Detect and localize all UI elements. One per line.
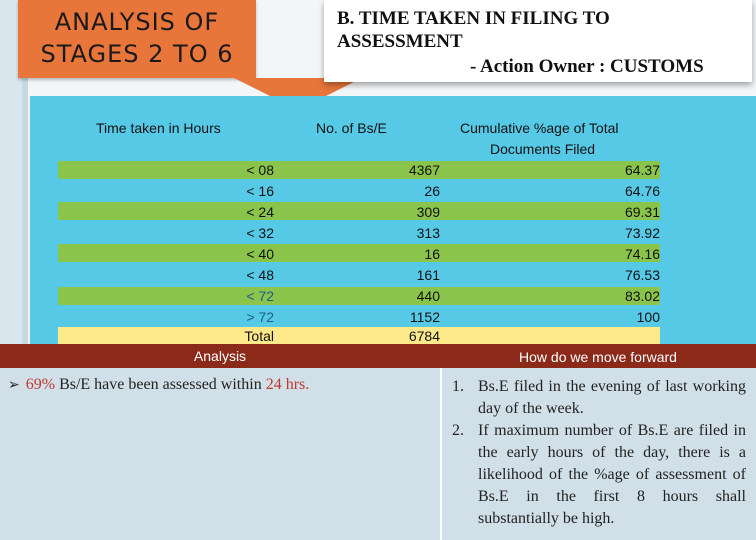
list-item: 1. Bs.E filed in the evening of last wor…	[452, 376, 746, 420]
table-cell-cumulative: 64.76	[624, 183, 660, 199]
list-item-text: If maximum number of Bs.E are filed in t…	[478, 422, 746, 527]
table-cell-hours: < 40	[246, 246, 274, 262]
analysis-percentage: 69%	[25, 376, 56, 393]
row-band	[58, 161, 660, 179]
analysis-body	[0, 368, 442, 540]
table-cell-count: 309	[416, 204, 440, 220]
table-cell-count: 26	[424, 183, 440, 199]
column-header-cumulative-line2: Documents Filed	[490, 141, 596, 157]
slide-title-line2: STAGES 2 TO 6	[40, 40, 234, 68]
table-cell-hours: < 24	[246, 204, 274, 220]
list-item-number: 2.	[452, 422, 464, 439]
table-cell-hours: > 72	[246, 309, 274, 325]
header-line1: B. TIME TAKEN IN FILING TO	[337, 8, 610, 29]
column-header-cumulative: Cumulative %age of Total	[460, 120, 619, 136]
move-forward-list: 1. Bs.E filed in the evening of last wor…	[452, 376, 746, 530]
header-line2: ASSESSMENT	[337, 31, 463, 52]
analysis-bullet: ➢ 69% Bs/E have been assessed within 24 h…	[8, 376, 309, 394]
move-forward-header-bar	[440, 344, 756, 368]
list-item-number: 1.	[452, 378, 464, 395]
row-band	[58, 244, 660, 262]
table-cell-hours: < 16	[246, 183, 274, 199]
move-forward-heading: How do we move forward	[519, 349, 677, 365]
arrow-bullet-icon: ➢	[8, 377, 20, 393]
analysis-hours: 24 hrs.	[265, 376, 310, 393]
table-total-count: 6784	[408, 328, 440, 344]
table-cell-cumulative: 83.02	[624, 288, 660, 304]
table-cell-hours: < 32	[246, 225, 274, 241]
move-forward-body	[442, 368, 756, 540]
list-item: 2. If maximum number of Bs.E are filed i…	[452, 420, 746, 530]
left-rail-inner	[22, 0, 28, 540]
title-badge	[18, 0, 256, 78]
list-item-text: Bs.E filed in the evening of last workin…	[478, 378, 746, 417]
table-cell-hours: < 72	[246, 288, 274, 304]
table-cell-hours: < 08	[246, 162, 274, 178]
table-cell-cumulative: 74.16	[624, 246, 660, 262]
column-header-count: No. of Bs/E	[316, 120, 387, 136]
column-header-hours: Time taken in Hours	[96, 120, 221, 136]
analysis-heading: Analysis	[193, 348, 247, 364]
analysis-header-bar	[0, 344, 440, 368]
table-cell-count: 16	[424, 246, 440, 262]
slide-title-line1: ANALYSIS OF	[54, 8, 220, 36]
table-cell-hours: < 48	[246, 267, 274, 283]
table-cell-cumulative: 64.37	[624, 162, 660, 178]
table-cell-count: 1152	[409, 309, 440, 325]
table-total-label: Total	[244, 328, 274, 344]
table-cell-count: 4367	[408, 162, 440, 178]
row-band	[58, 287, 660, 305]
header-box	[324, 0, 752, 82]
table-cell-count: 313	[416, 225, 440, 241]
table-cell-cumulative: 73.92	[624, 225, 660, 241]
table-cell-count: 440	[416, 288, 440, 304]
total-row-band	[58, 327, 660, 344]
table-cell-cumulative: 100	[636, 309, 660, 325]
row-band	[58, 202, 660, 220]
table-cell-cumulative: 69.31	[624, 204, 660, 220]
table-cell-cumulative: 76.53	[624, 267, 660, 283]
analysis-text: Bs/E have been assessed within	[55, 376, 266, 393]
table-cell-count: 161	[416, 267, 440, 283]
header-line3: - Action Owner : CUSTOMS	[470, 56, 704, 77]
slide-title: ANALYSIS OF STAGES 2 TO 6	[18, 6, 256, 70]
